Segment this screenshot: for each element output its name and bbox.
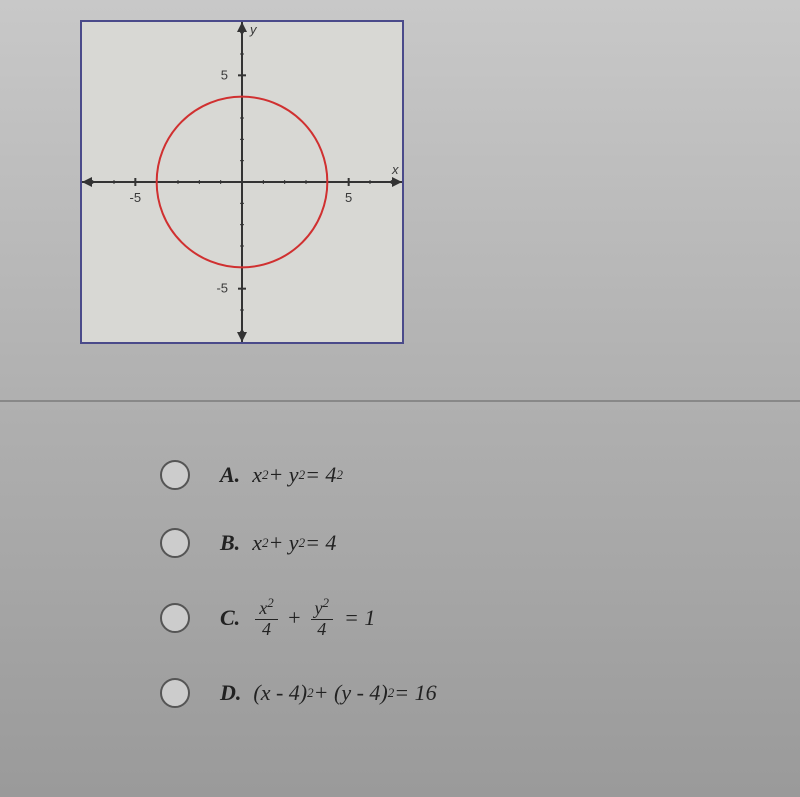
svg-text:5: 5: [221, 67, 228, 82]
option-a-equation: x2 + y2 = 42: [252, 462, 343, 488]
section-divider: [0, 400, 800, 402]
option-b-equation: x2 + y2 = 4: [252, 530, 336, 556]
option-a-letter: A.: [220, 462, 240, 488]
graph-svg: -5 5 5 -5 x y: [82, 22, 402, 342]
option-c[interactable]: C. x24 + y24 = 1: [160, 596, 437, 640]
svg-text:-5: -5: [130, 190, 142, 205]
svg-text:5: 5: [345, 190, 352, 205]
option-c-letter: C.: [220, 605, 240, 631]
coordinate-graph: -5 5 5 -5 x y: [80, 20, 404, 344]
option-b-letter: B.: [220, 530, 240, 556]
svg-text:y: y: [249, 22, 258, 37]
radio-a[interactable]: [160, 460, 190, 490]
option-a[interactable]: A. x2 + y2 = 42: [160, 460, 437, 490]
option-c-equation: x24 + y24 = 1: [252, 596, 375, 640]
answer-options: A. x2 + y2 = 42 B. x2 + y2 = 4 C. x24 + …: [160, 460, 437, 746]
radio-d[interactable]: [160, 678, 190, 708]
svg-text:-5: -5: [216, 281, 228, 296]
option-d-equation: (x - 4)2 + (y - 4)2 = 16: [253, 680, 436, 706]
svg-text:x: x: [391, 162, 399, 177]
option-d-letter: D.: [220, 680, 241, 706]
radio-b[interactable]: [160, 528, 190, 558]
option-d[interactable]: D. (x - 4)2 + (y - 4)2 = 16: [160, 678, 437, 708]
option-b[interactable]: B. x2 + y2 = 4: [160, 528, 437, 558]
radio-c[interactable]: [160, 603, 190, 633]
